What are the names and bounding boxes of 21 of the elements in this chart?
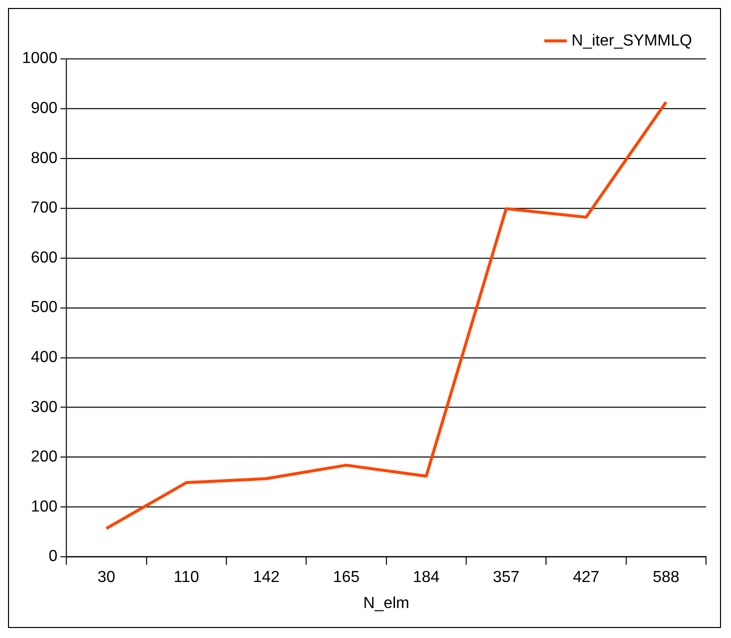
- y-tick-label: 900: [30, 100, 58, 118]
- y-tick-label: 500: [30, 299, 58, 316]
- y-tick-label: 200: [30, 448, 58, 466]
- legend-label: N_iter_SYMMLQ: [571, 32, 692, 50]
- y-tick-label: 700: [30, 200, 58, 217]
- x-tick-label: 588: [652, 568, 680, 586]
- y-tick-label: 600: [30, 249, 58, 266]
- x-tick-label: 427: [572, 568, 600, 586]
- x-axis-title: N_elm: [363, 594, 410, 612]
- y-tick-label: 800: [30, 150, 58, 167]
- x-tick-label: 357: [492, 568, 520, 586]
- x-tick-label: 184: [412, 568, 440, 586]
- y-tick-label: 100: [30, 498, 58, 516]
- x-tick-label: 165: [332, 568, 360, 586]
- y-tick-label: 400: [30, 349, 58, 366]
- y-tick-label: 300: [30, 398, 58, 416]
- x-tick-label: 110: [174, 568, 200, 586]
- y-tick-label: 0: [48, 548, 58, 566]
- y-tick-label: 1000: [22, 50, 58, 68]
- x-tick-label: 30: [98, 568, 116, 586]
- x-tick-label: 142: [253, 568, 280, 586]
